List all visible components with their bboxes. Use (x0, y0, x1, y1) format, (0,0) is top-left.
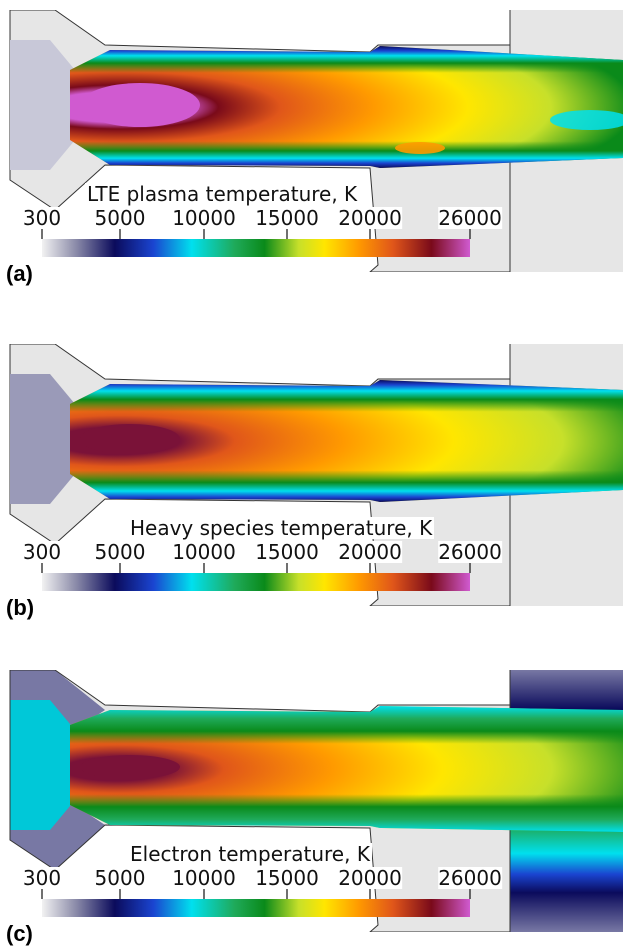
panel-label-c: (c) (6, 921, 33, 946)
panel-label-b: (b) (6, 595, 35, 620)
tick-label: 15000 (255, 866, 319, 890)
temperature-field-b (0, 344, 623, 606)
temperature-field-c (0, 670, 623, 932)
tick-label: 300 (22, 866, 62, 890)
tick-label: 10000 (172, 540, 236, 564)
tick-label: 5000 (94, 206, 146, 230)
tick-label: 20000 (338, 540, 402, 564)
panel-b: Heavy species temperature, K 300 5000 10… (0, 344, 623, 606)
tick-label: 5000 (94, 540, 146, 564)
tick-label: 5000 (94, 866, 146, 890)
tick-label: 10000 (172, 206, 236, 230)
colorbar-title: Heavy species temperature, K (128, 516, 435, 540)
tick-label: 300 (22, 206, 62, 230)
tick-label: 26000 (438, 206, 502, 230)
panel-label-a: (a) (6, 261, 33, 286)
colorbar-c (42, 899, 470, 917)
colorbar-b (42, 573, 470, 591)
colorbar-title: Electron temperature, K (128, 842, 372, 866)
tick-label: 300 (22, 540, 62, 564)
tick-label: 20000 (338, 206, 402, 230)
tick-label: 15000 (255, 206, 319, 230)
tick-label: 20000 (338, 866, 402, 890)
colorbar-a (42, 239, 470, 257)
temperature-field-a (0, 10, 623, 272)
panel-c: Electron temperature, K 300 5000 10000 1… (0, 670, 623, 932)
colorbar-title: LTE plasma temperature, K (85, 182, 360, 206)
tick-label: 10000 (172, 866, 236, 890)
tick-label: 26000 (438, 540, 502, 564)
tick-label: 15000 (255, 540, 319, 564)
panel-a: LTE plasma temperature, K 300 5000 10000… (0, 10, 623, 272)
tick-label: 26000 (438, 866, 502, 890)
